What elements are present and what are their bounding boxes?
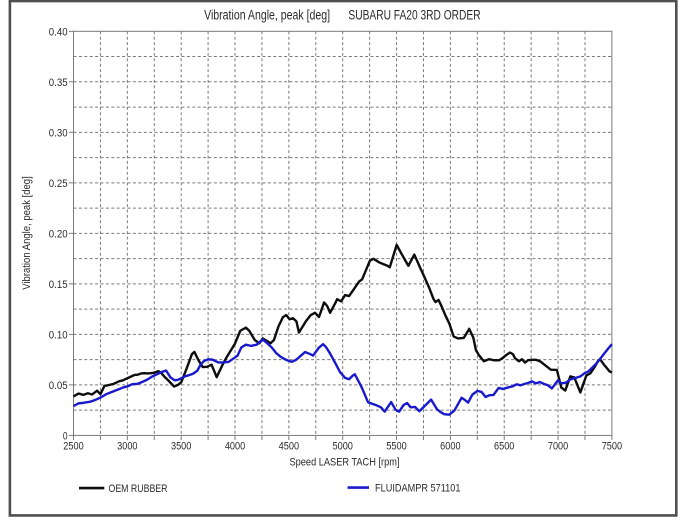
svg-text:4000: 4000: [225, 441, 245, 453]
svg-text:2500: 2500: [63, 441, 83, 453]
svg-text:FLUIDAMPR 571101: FLUIDAMPR 571101: [375, 482, 461, 494]
svg-text:0.20: 0.20: [49, 229, 68, 241]
svg-text:Vibration Angle, peak [deg]: Vibration Angle, peak [deg]: [21, 176, 33, 290]
svg-text:5000: 5000: [333, 441, 353, 453]
svg-text:0.35: 0.35: [49, 77, 68, 89]
svg-text:4500: 4500: [279, 441, 299, 453]
svg-text:OEM RUBBER: OEM RUBBER: [109, 483, 168, 495]
svg-text:0.05: 0.05: [49, 380, 68, 392]
svg-text:0: 0: [63, 431, 68, 443]
svg-text:3500: 3500: [171, 441, 191, 453]
svg-text:3000: 3000: [117, 441, 137, 453]
svg-text:6500: 6500: [494, 441, 514, 453]
svg-text:0.15: 0.15: [49, 279, 68, 291]
svg-text:0.30: 0.30: [49, 128, 68, 140]
svg-text:7500: 7500: [602, 441, 622, 453]
svg-text:0.40: 0.40: [49, 27, 68, 39]
svg-text:0.25: 0.25: [49, 178, 68, 190]
svg-text:Speed LASER TACH [rpm]: Speed LASER TACH [rpm]: [290, 456, 400, 468]
svg-text:Vibration Angle, peak [deg]: Vibration Angle, peak [deg]: [204, 8, 330, 23]
svg-text:7000: 7000: [548, 441, 568, 453]
svg-text:5500: 5500: [386, 441, 406, 453]
svg-text:SUBARU FA20 3RD ORDER: SUBARU FA20 3RD ORDER: [348, 8, 480, 23]
svg-text:0.10: 0.10: [49, 330, 68, 342]
svg-text:6000: 6000: [440, 441, 460, 453]
